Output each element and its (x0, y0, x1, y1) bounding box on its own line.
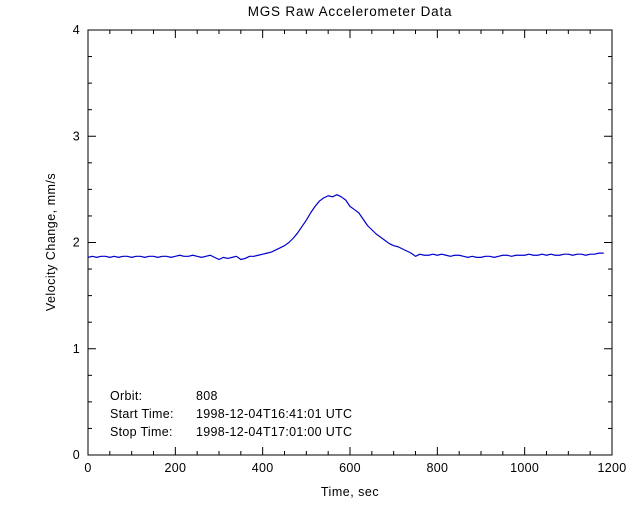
x-tick-label: 0 (84, 461, 91, 475)
y-tick-label: 1 (73, 342, 80, 356)
x-tick-label: 800 (426, 461, 448, 475)
y-axis-label: Velocity Change, mm/s (44, 173, 58, 311)
x-tick-label: 200 (164, 461, 186, 475)
tick-marks (87, 29, 613, 456)
x-tick-label: 1200 (597, 461, 626, 475)
x-axis-label: Time, sec (321, 485, 379, 499)
data-line-group (87, 194, 604, 261)
plot-border (87, 29, 613, 456)
x-tick-label: 600 (339, 461, 361, 475)
stop-time-label: Stop Time: (110, 425, 173, 439)
y-tick-label: 0 (73, 448, 80, 462)
y-tick-labels: 0 1 2 3 4 (73, 23, 80, 462)
y-tick-label: 4 (73, 23, 80, 37)
annotation-block: Orbit: 808 Start Time: 1998-12-04T16:41:… (110, 389, 352, 439)
data-line-velocity_change_mm_s (87, 194, 604, 261)
y-tick-label: 3 (73, 129, 80, 143)
x-tick-labels: 0 200 400 600 800 1000 1200 (84, 461, 626, 475)
orbit-label: Orbit: (110, 389, 142, 403)
orbit-value: 808 (196, 389, 218, 403)
x-tick-label: 400 (252, 461, 274, 475)
x-tick-label: 1000 (510, 461, 539, 475)
start-time-label: Start Time: (110, 407, 174, 421)
chart-title: MGS Raw Accelerometer Data (248, 4, 453, 19)
y-tick-label: 2 (73, 236, 80, 250)
stop-time-value: 1998-12-04T17:01:00 UTC (196, 425, 352, 439)
start-time-value: 1998-12-04T16:41:01 UTC (196, 407, 352, 421)
